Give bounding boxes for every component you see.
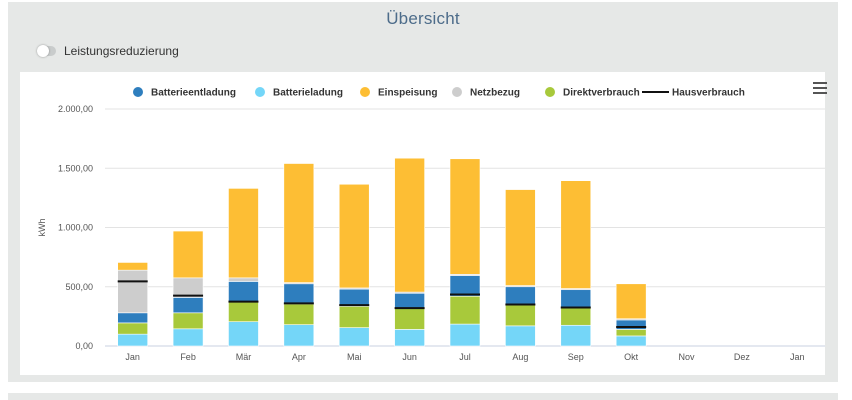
bar-segment-direktverbrauch bbox=[394, 307, 425, 330]
bar-segment-einspeisung bbox=[228, 188, 259, 279]
bar-segment-direktverbrauch bbox=[505, 304, 536, 327]
bar-segment-batterieladung bbox=[615, 335, 647, 347]
bar-segment-batterieladung bbox=[228, 321, 259, 347]
toggle-knob[interactable] bbox=[37, 45, 49, 57]
bar-segment-netzbezug bbox=[228, 277, 259, 282]
bar-segment-einspeisung bbox=[394, 157, 425, 293]
x-tick-label: Jun bbox=[402, 352, 417, 362]
x-tick-label: Feb bbox=[180, 352, 196, 362]
bar-segment-batterieladung bbox=[505, 325, 536, 347]
chart-card: 0,00 500,00 1.000,00 1.500,00 2.000,00 kWh Jan… bbox=[20, 72, 827, 375]
bar-segment-batterieentladung bbox=[560, 289, 592, 309]
x-tick-label: Aug bbox=[512, 352, 528, 362]
x-tick-label: Nov bbox=[679, 352, 696, 362]
x-tick-label: Mär bbox=[236, 352, 252, 362]
bar-segment-batterieentladung bbox=[283, 283, 315, 305]
leistungsreduzierung-toggle-row: Leistungsreduzierung bbox=[37, 44, 179, 58]
bar-segment-direktverbrauch bbox=[615, 329, 647, 337]
x-tick-label: Dez bbox=[734, 352, 751, 362]
bar-segment-direktverbrauch bbox=[117, 322, 148, 335]
legend-marker bbox=[545, 87, 555, 97]
bar-segment-direktverbrauch bbox=[172, 312, 204, 330]
x-tick-label: Apr bbox=[292, 352, 306, 362]
toggle-label: Leistungsreduzierung bbox=[64, 44, 179, 58]
bar-segment-batterieentladung bbox=[172, 297, 204, 314]
x-tick-label: Jan bbox=[790, 352, 805, 362]
menu-icon[interactable] bbox=[813, 82, 827, 94]
bar-segment-batterieladung bbox=[283, 324, 315, 347]
legend-marker bbox=[360, 87, 370, 97]
bar-segment-batterieladung bbox=[172, 328, 204, 347]
bar-segment-batterieentladung bbox=[505, 286, 536, 306]
legend-marker bbox=[133, 87, 143, 97]
y-axis-label: kWh bbox=[37, 219, 47, 237]
bar-segment-batterieladung bbox=[560, 324, 592, 347]
bar-segment-batterieentladung bbox=[449, 275, 481, 297]
next-panel-edge bbox=[8, 393, 838, 400]
bar-segment-einspeisung bbox=[615, 283, 647, 320]
x-tick-label: Jan bbox=[125, 352, 140, 362]
bar-segment-batterieentladung bbox=[117, 312, 148, 324]
legend-label: Batterieentladung bbox=[151, 88, 236, 99]
bar-segment-einspeisung bbox=[560, 180, 592, 289]
legend-label: Netzbezug bbox=[470, 88, 520, 99]
bar-segment-batterieladung bbox=[117, 333, 148, 347]
x-tick-label: Sep bbox=[568, 352, 584, 362]
bar-segment-einspeisung bbox=[172, 230, 204, 279]
page-title: Übersicht bbox=[386, 9, 460, 28]
bar-segment-batterieladung bbox=[338, 327, 370, 347]
bar-segment-direktverbrauch bbox=[338, 306, 370, 328]
legend-label: Einspeisung bbox=[378, 88, 437, 99]
bar-segment-batterieentladung bbox=[228, 281, 259, 303]
legend-marker bbox=[255, 87, 265, 97]
y-tick-label: 0,00 bbox=[75, 341, 93, 351]
bar-segment-einspeisung bbox=[449, 158, 481, 275]
x-tick-label: Okt bbox=[624, 352, 639, 362]
bar-segment-einspeisung bbox=[283, 163, 315, 283]
bar-segment-einspeisung bbox=[117, 262, 148, 271]
bar-segment-direktverbrauch bbox=[449, 295, 481, 325]
legend-label: Direktverbrauch bbox=[563, 88, 640, 99]
bar-segment-direktverbrauch bbox=[560, 307, 592, 326]
bar-segment-netzbezug bbox=[172, 277, 204, 298]
bar-segment-batterieladung bbox=[449, 323, 481, 347]
legend-label: Hausverbrauch bbox=[672, 88, 745, 99]
x-tick-label: Jul bbox=[459, 352, 471, 362]
bar-segment-direktverbrauch bbox=[283, 303, 315, 325]
y-tick-label: 500,00 bbox=[65, 282, 93, 292]
x-tick-label: Mai bbox=[347, 352, 362, 362]
leistungsreduzierung-toggle[interactable] bbox=[37, 45, 56, 57]
legend-marker bbox=[452, 87, 462, 97]
y-tick-label: 2.000,00 bbox=[58, 104, 93, 114]
bar-segment-direktverbrauch bbox=[228, 301, 259, 323]
overview-panel: Übersicht Leistungsreduzierung 0,00 500,0… bbox=[8, 2, 838, 382]
y-tick-label: 1.000,00 bbox=[58, 223, 93, 233]
y-tick-label: 1.500,00 bbox=[58, 163, 93, 173]
legend-label: Batterieladung bbox=[273, 88, 343, 99]
bar-segment-netzbezug bbox=[117, 269, 148, 314]
bar-segment-batterieentladung bbox=[338, 288, 370, 307]
bar-segment-batterieladung bbox=[394, 329, 425, 347]
energy-bar-chart: 0,00 500,00 1.000,00 1.500,00 2.000,00 kWh Jan… bbox=[37, 87, 825, 362]
bar-segment-einspeisung bbox=[505, 189, 536, 286]
bar-segment-einspeisung bbox=[338, 183, 370, 289]
bar-segment-batterieentladung bbox=[394, 292, 425, 309]
